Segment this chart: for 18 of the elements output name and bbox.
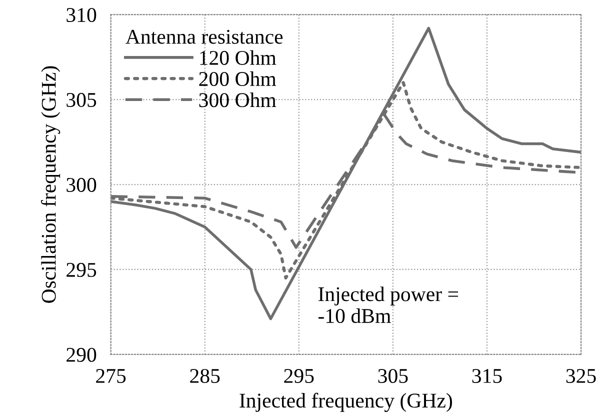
x-tick-label: 305 <box>378 368 408 383</box>
legend-label: 120 Ohm <box>200 50 276 65</box>
y-tick-label: 310 <box>66 8 96 22</box>
x-tick-label: 315 <box>472 369 502 383</box>
y-tick-label: 295 <box>66 262 96 277</box>
y-tick-label: 300 <box>66 178 96 192</box>
annotation: Injected power = -10 dBm <box>318 286 458 324</box>
legend-label: 300 Ohm <box>199 92 276 108</box>
x-axis-title: Injected frequency (GHz) <box>240 392 452 412</box>
x-tick-label: 295 <box>284 369 314 383</box>
legend-label: 200 Ohm <box>199 71 276 86</box>
y-tick-label: 305 <box>66 92 96 107</box>
x-tick-label: 325 <box>566 369 596 383</box>
y-tick-label: 290 <box>66 348 96 362</box>
y-axis-title: Oscillation frequency (GHz) <box>40 66 60 303</box>
x-tick-label: 275 <box>96 369 126 383</box>
legend-title: Antenna resistance <box>126 30 283 44</box>
x-tick-label: 285 <box>190 368 220 383</box>
